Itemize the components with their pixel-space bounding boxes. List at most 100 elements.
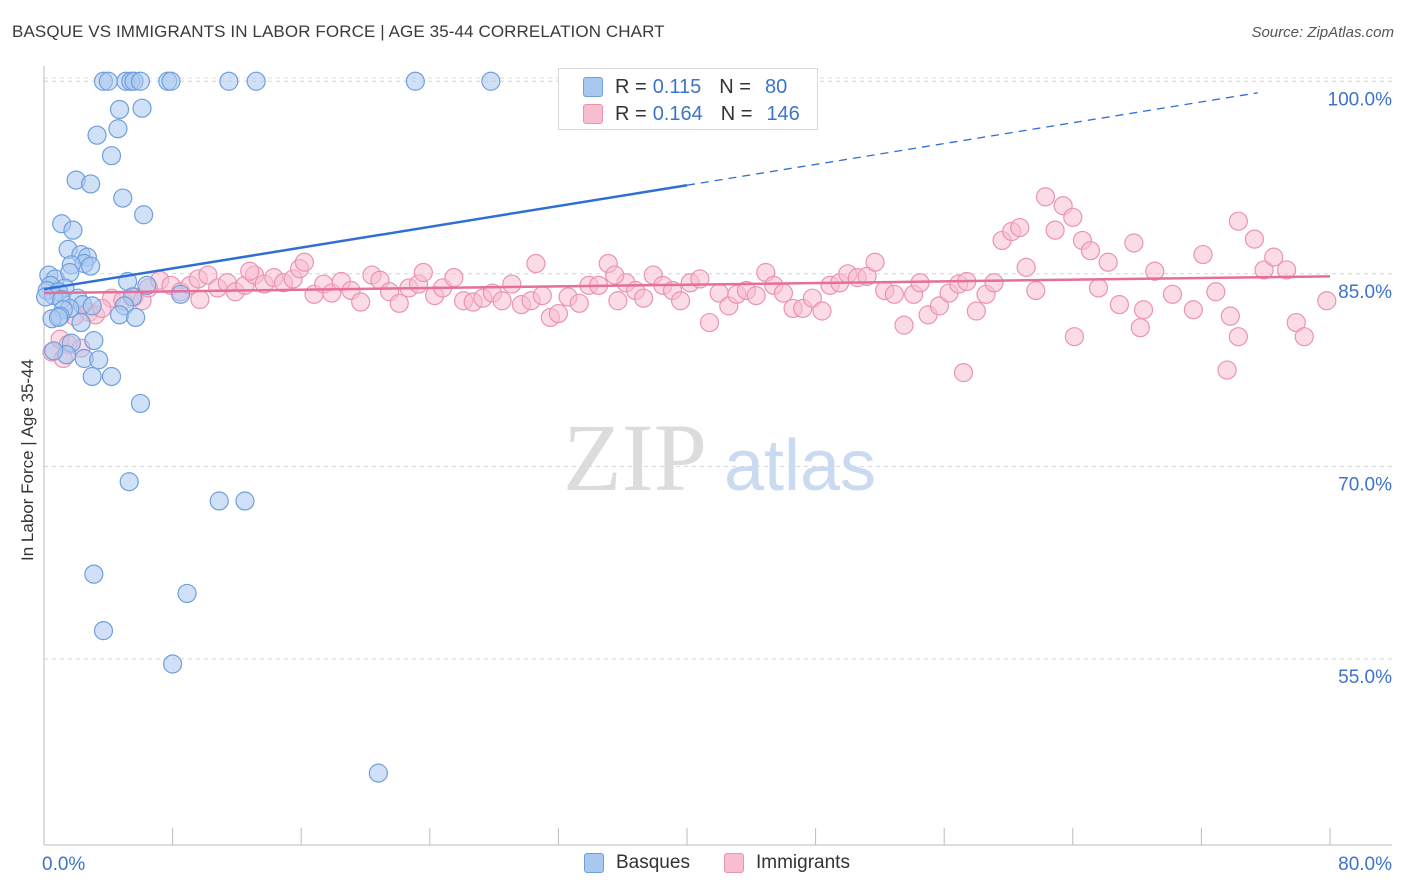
- x-tick-label-max: 80.0%: [1338, 854, 1392, 875]
- immigrant-point: [1264, 247, 1284, 267]
- y-tick-label: 55.0%: [1338, 667, 1392, 688]
- immigrants-swatch: [583, 104, 603, 124]
- n-value: 146: [766, 102, 800, 125]
- basque-point: [84, 564, 104, 584]
- basque-point: [134, 205, 154, 225]
- legend-row-basques: R = 0.115 N = 80: [583, 74, 787, 100]
- basque-point: [109, 305, 130, 325]
- chart-title: BASQUE VS IMMIGRANTS IN LABOR FORCE | AG…: [12, 22, 665, 41]
- immigrant-point: [1063, 207, 1083, 227]
- basque-point: [36, 287, 56, 307]
- immigrant-point: [526, 253, 546, 274]
- immigrant-point: [1220, 306, 1240, 326]
- immigrant-point: [1228, 327, 1248, 347]
- legend-immigrants-label: Immigrants: [756, 852, 850, 873]
- immigrant-point: [413, 262, 433, 283]
- immigrant-point: [1133, 300, 1154, 320]
- basque-point: [163, 654, 183, 674]
- basque-point: [405, 71, 425, 91]
- trend-lines: [43, 92, 1331, 295]
- immigrant-point: [1088, 278, 1109, 298]
- basque-point: [246, 71, 266, 91]
- immigrant-point: [1254, 260, 1274, 280]
- basque-point: [93, 621, 114, 641]
- basque-point: [235, 491, 255, 511]
- basque-point: [81, 256, 101, 276]
- basques-trendline-extension: [686, 92, 1258, 186]
- basques-swatch: [583, 77, 603, 97]
- immigrant-point: [1098, 252, 1118, 272]
- immigrant-point: [569, 293, 589, 313]
- immigrant-point: [1016, 257, 1036, 277]
- basque-point: [71, 312, 91, 333]
- watermark-zip: ZIP: [563, 404, 707, 511]
- immigrant-point: [1193, 244, 1213, 265]
- basque-point: [81, 174, 101, 194]
- immigrant-point: [1010, 217, 1030, 238]
- legend-basques: Basques: [584, 852, 690, 874]
- immigrant-point: [1064, 327, 1085, 347]
- immigrant-point: [1045, 220, 1065, 240]
- immigrant-point: [1294, 327, 1314, 347]
- y-tick-label: 100.0%: [1328, 89, 1393, 110]
- basques-trendline: [43, 183, 688, 291]
- legend-row-immigrants: R = 0.164 N = 146: [583, 101, 800, 127]
- immigrant-point: [1244, 229, 1265, 249]
- basque-point: [137, 275, 157, 295]
- basques-swatch: [584, 853, 604, 873]
- basque-point: [132, 98, 152, 118]
- watermark-atlas: atlas: [724, 426, 876, 506]
- source-credit: Source: ZipAtlas.com: [1251, 24, 1394, 41]
- basque-point: [209, 491, 229, 511]
- immigrant-point: [492, 291, 512, 311]
- immigrants-trendline: [43, 275, 1331, 295]
- immigrants-swatch: [724, 853, 744, 873]
- immigrant-point: [444, 268, 464, 288]
- immigrant-point: [1109, 295, 1130, 315]
- r-label: R =: [615, 102, 647, 125]
- immigrant-point: [929, 296, 949, 316]
- basque-point: [161, 71, 181, 91]
- basque-point: [368, 763, 388, 783]
- immigrant-point: [953, 363, 974, 383]
- basque-point: [171, 284, 191, 304]
- basque-point: [126, 307, 146, 328]
- immigrant-point: [1317, 291, 1337, 311]
- immigrant-point: [605, 265, 625, 285]
- tick-labels: 55.0% 70.0% 85.0% 100.0% 0.0% 80.0%: [42, 89, 1392, 875]
- immigrant-point: [633, 288, 654, 308]
- basque-point: [48, 307, 69, 328]
- immigrant-point: [1276, 260, 1297, 280]
- immigrant-point: [502, 274, 522, 294]
- y-tick-label: 70.0%: [1338, 474, 1392, 495]
- immigrant-point: [670, 291, 691, 311]
- basque-point: [177, 583, 197, 604]
- immigrant-point: [1080, 241, 1101, 261]
- immigrant-point: [351, 292, 371, 312]
- basque-point: [63, 220, 83, 240]
- n-label: N =: [720, 102, 753, 125]
- immigrant-point: [1124, 233, 1144, 253]
- legend-basques-label: Basques: [616, 852, 690, 873]
- correlation-legend: R = 0.115 N = 80 R = 0.164 N = 146: [558, 68, 818, 130]
- basques-points: [36, 71, 585, 783]
- immigrant-point: [190, 289, 210, 310]
- basque-point: [119, 472, 139, 492]
- basque-point: [98, 71, 118, 91]
- basque-point: [82, 366, 102, 387]
- immigrant-point: [884, 284, 904, 304]
- immigrant-point: [1162, 284, 1183, 304]
- basque-point: [113, 188, 133, 208]
- x-tick-label-min: 0.0%: [42, 854, 85, 875]
- n-label: N =: [719, 75, 751, 98]
- immigrant-point: [1026, 280, 1046, 301]
- immigrant-point: [699, 312, 720, 333]
- basque-point: [101, 146, 122, 166]
- basque-point: [219, 71, 239, 91]
- immigrant-point: [1228, 211, 1248, 231]
- immigrant-point: [1035, 187, 1056, 207]
- basque-point: [481, 71, 501, 91]
- n-value: 80: [764, 75, 788, 98]
- immigrant-point: [1130, 318, 1150, 338]
